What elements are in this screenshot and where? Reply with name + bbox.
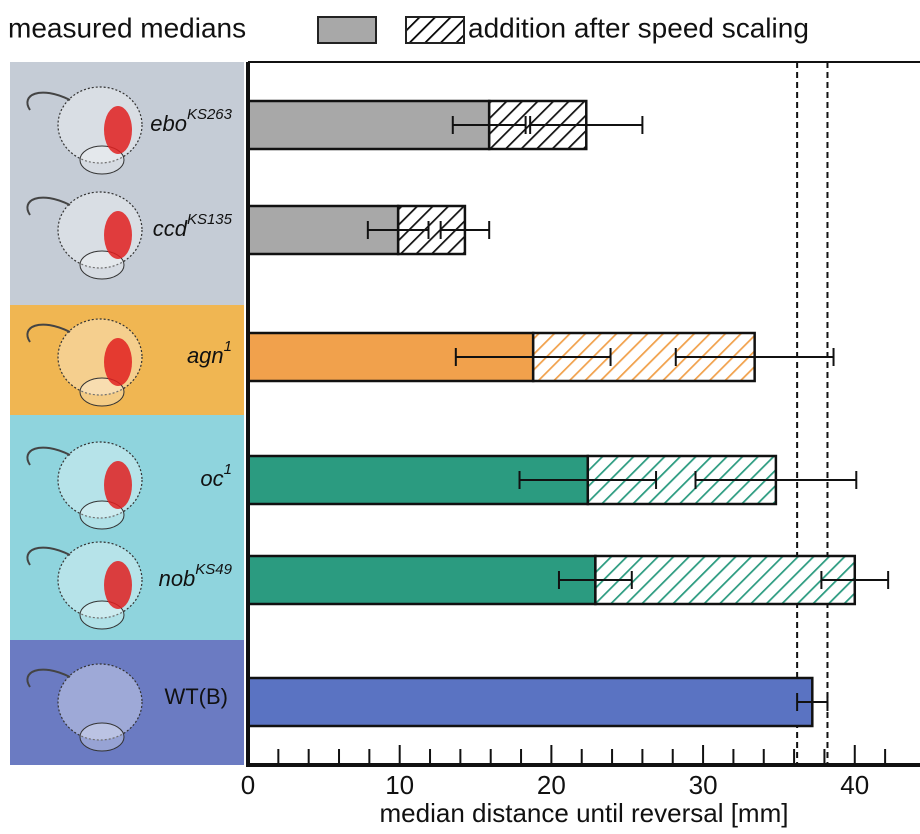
fly-highlight (104, 211, 132, 259)
plot-background (248, 62, 920, 765)
category-name: ccd (153, 216, 188, 241)
bar-addition (595, 556, 854, 604)
legend: measured medians addition after speed sc… (8, 12, 809, 43)
category-label: WT(B) (164, 684, 228, 709)
fly-highlight (104, 106, 132, 154)
fly-highlight (104, 338, 132, 386)
legend-swatch (318, 17, 376, 43)
category-name: nob (159, 566, 196, 591)
chart: measured medians addition after speed sc… (0, 0, 920, 834)
category-name: WT(B) (164, 684, 228, 709)
x-tick-label: 20 (537, 770, 566, 800)
bar-measured (248, 678, 812, 726)
x-axis-label: median distance until reversal [mm] (380, 798, 789, 828)
x-tick-label: 30 (689, 770, 718, 800)
legend-swatch (406, 17, 464, 43)
category-superscript: KS263 (187, 106, 233, 123)
x-tick-label: 10 (385, 770, 414, 800)
category-superscript: KS135 (187, 211, 233, 228)
category-name: ebo (150, 111, 187, 136)
category-superscript: 1 (224, 461, 232, 478)
category-superscript: 1 (224, 338, 232, 355)
category-name: oc (200, 466, 223, 491)
legend-label: measured medians (8, 12, 246, 43)
bar-measured (248, 556, 595, 604)
category-name: agn (187, 343, 224, 368)
fly-thorax (80, 723, 124, 751)
x-tick-label: 40 (840, 770, 869, 800)
category-superscript: KS49 (195, 561, 232, 578)
x-tick-label: 0 (241, 770, 255, 800)
fly-highlight (104, 461, 132, 509)
fly-highlight (104, 561, 132, 609)
legend-label: addition after speed scaling (468, 12, 809, 43)
